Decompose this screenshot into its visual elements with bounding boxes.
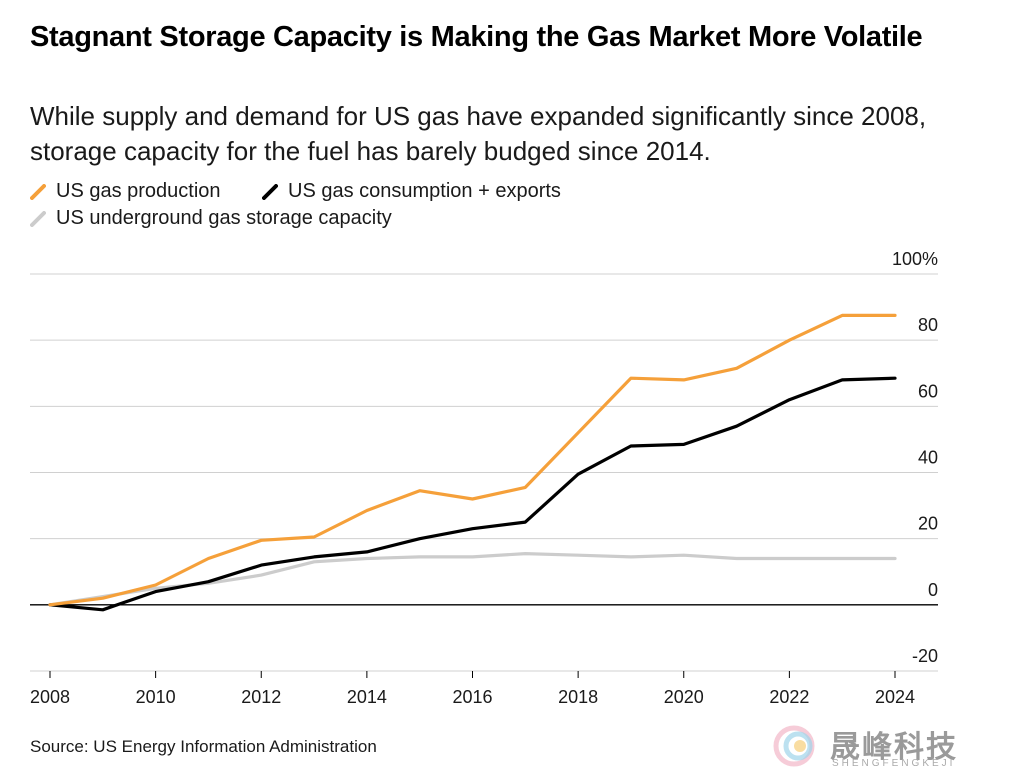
legend-label-storage: US underground gas storage capacity (56, 207, 392, 229)
legend-swatch-production-icon (30, 183, 46, 200)
x-tick-label: 2020 (664, 687, 704, 707)
series-line-storage (48, 551, 897, 607)
x-tick-label: 2024 (875, 687, 915, 707)
y-tick-label: -20 (912, 646, 938, 666)
x-tick-label: 2008 (30, 687, 70, 707)
y-tick-label: 60 (918, 381, 938, 401)
legend-label-production: US gas production (56, 180, 221, 202)
watermark-subtext: SHENGFENGKEJI (832, 758, 956, 769)
watermark: 晟峰科技 SHENGFENGKEJI (770, 720, 1010, 770)
series-line-consumption (48, 376, 897, 612)
legend-label-consumption: US gas consumption + exports (288, 180, 561, 202)
chart-title: Stagnant Storage Capacity is Making the … (30, 21, 923, 53)
y-tick-label: 80 (918, 315, 938, 335)
legend-item-production: US gas production (30, 179, 221, 203)
legend-item-consumption: US gas consumption + exports (262, 179, 561, 203)
x-tick-label: 2012 (241, 687, 281, 707)
source-note: Source: US Energy Information Administra… (30, 737, 377, 756)
series-line-production (48, 313, 897, 607)
y-tick-label: 40 (918, 448, 938, 468)
x-tick-label: 2018 (558, 687, 598, 707)
watermark-text: 晟峰科技 (830, 730, 958, 765)
legend-swatch-storage-icon (30, 210, 46, 227)
watermark-logo-icon (773, 725, 815, 767)
x-tick-label: 2022 (769, 687, 809, 707)
y-tick-label: 100% (892, 249, 938, 269)
chart-subtitle: While supply and demand for US gas have … (30, 101, 927, 166)
x-tick-label: 2010 (136, 687, 176, 707)
y-tick-label: 20 (918, 514, 938, 534)
x-tick-label: 2014 (347, 687, 387, 707)
y-tick-label: 0 (928, 580, 938, 600)
legend-item-storage: US underground gas storage capacity (30, 206, 392, 230)
x-tick-label: 2016 (452, 687, 492, 707)
legend-swatch-consumption-icon (262, 183, 278, 200)
